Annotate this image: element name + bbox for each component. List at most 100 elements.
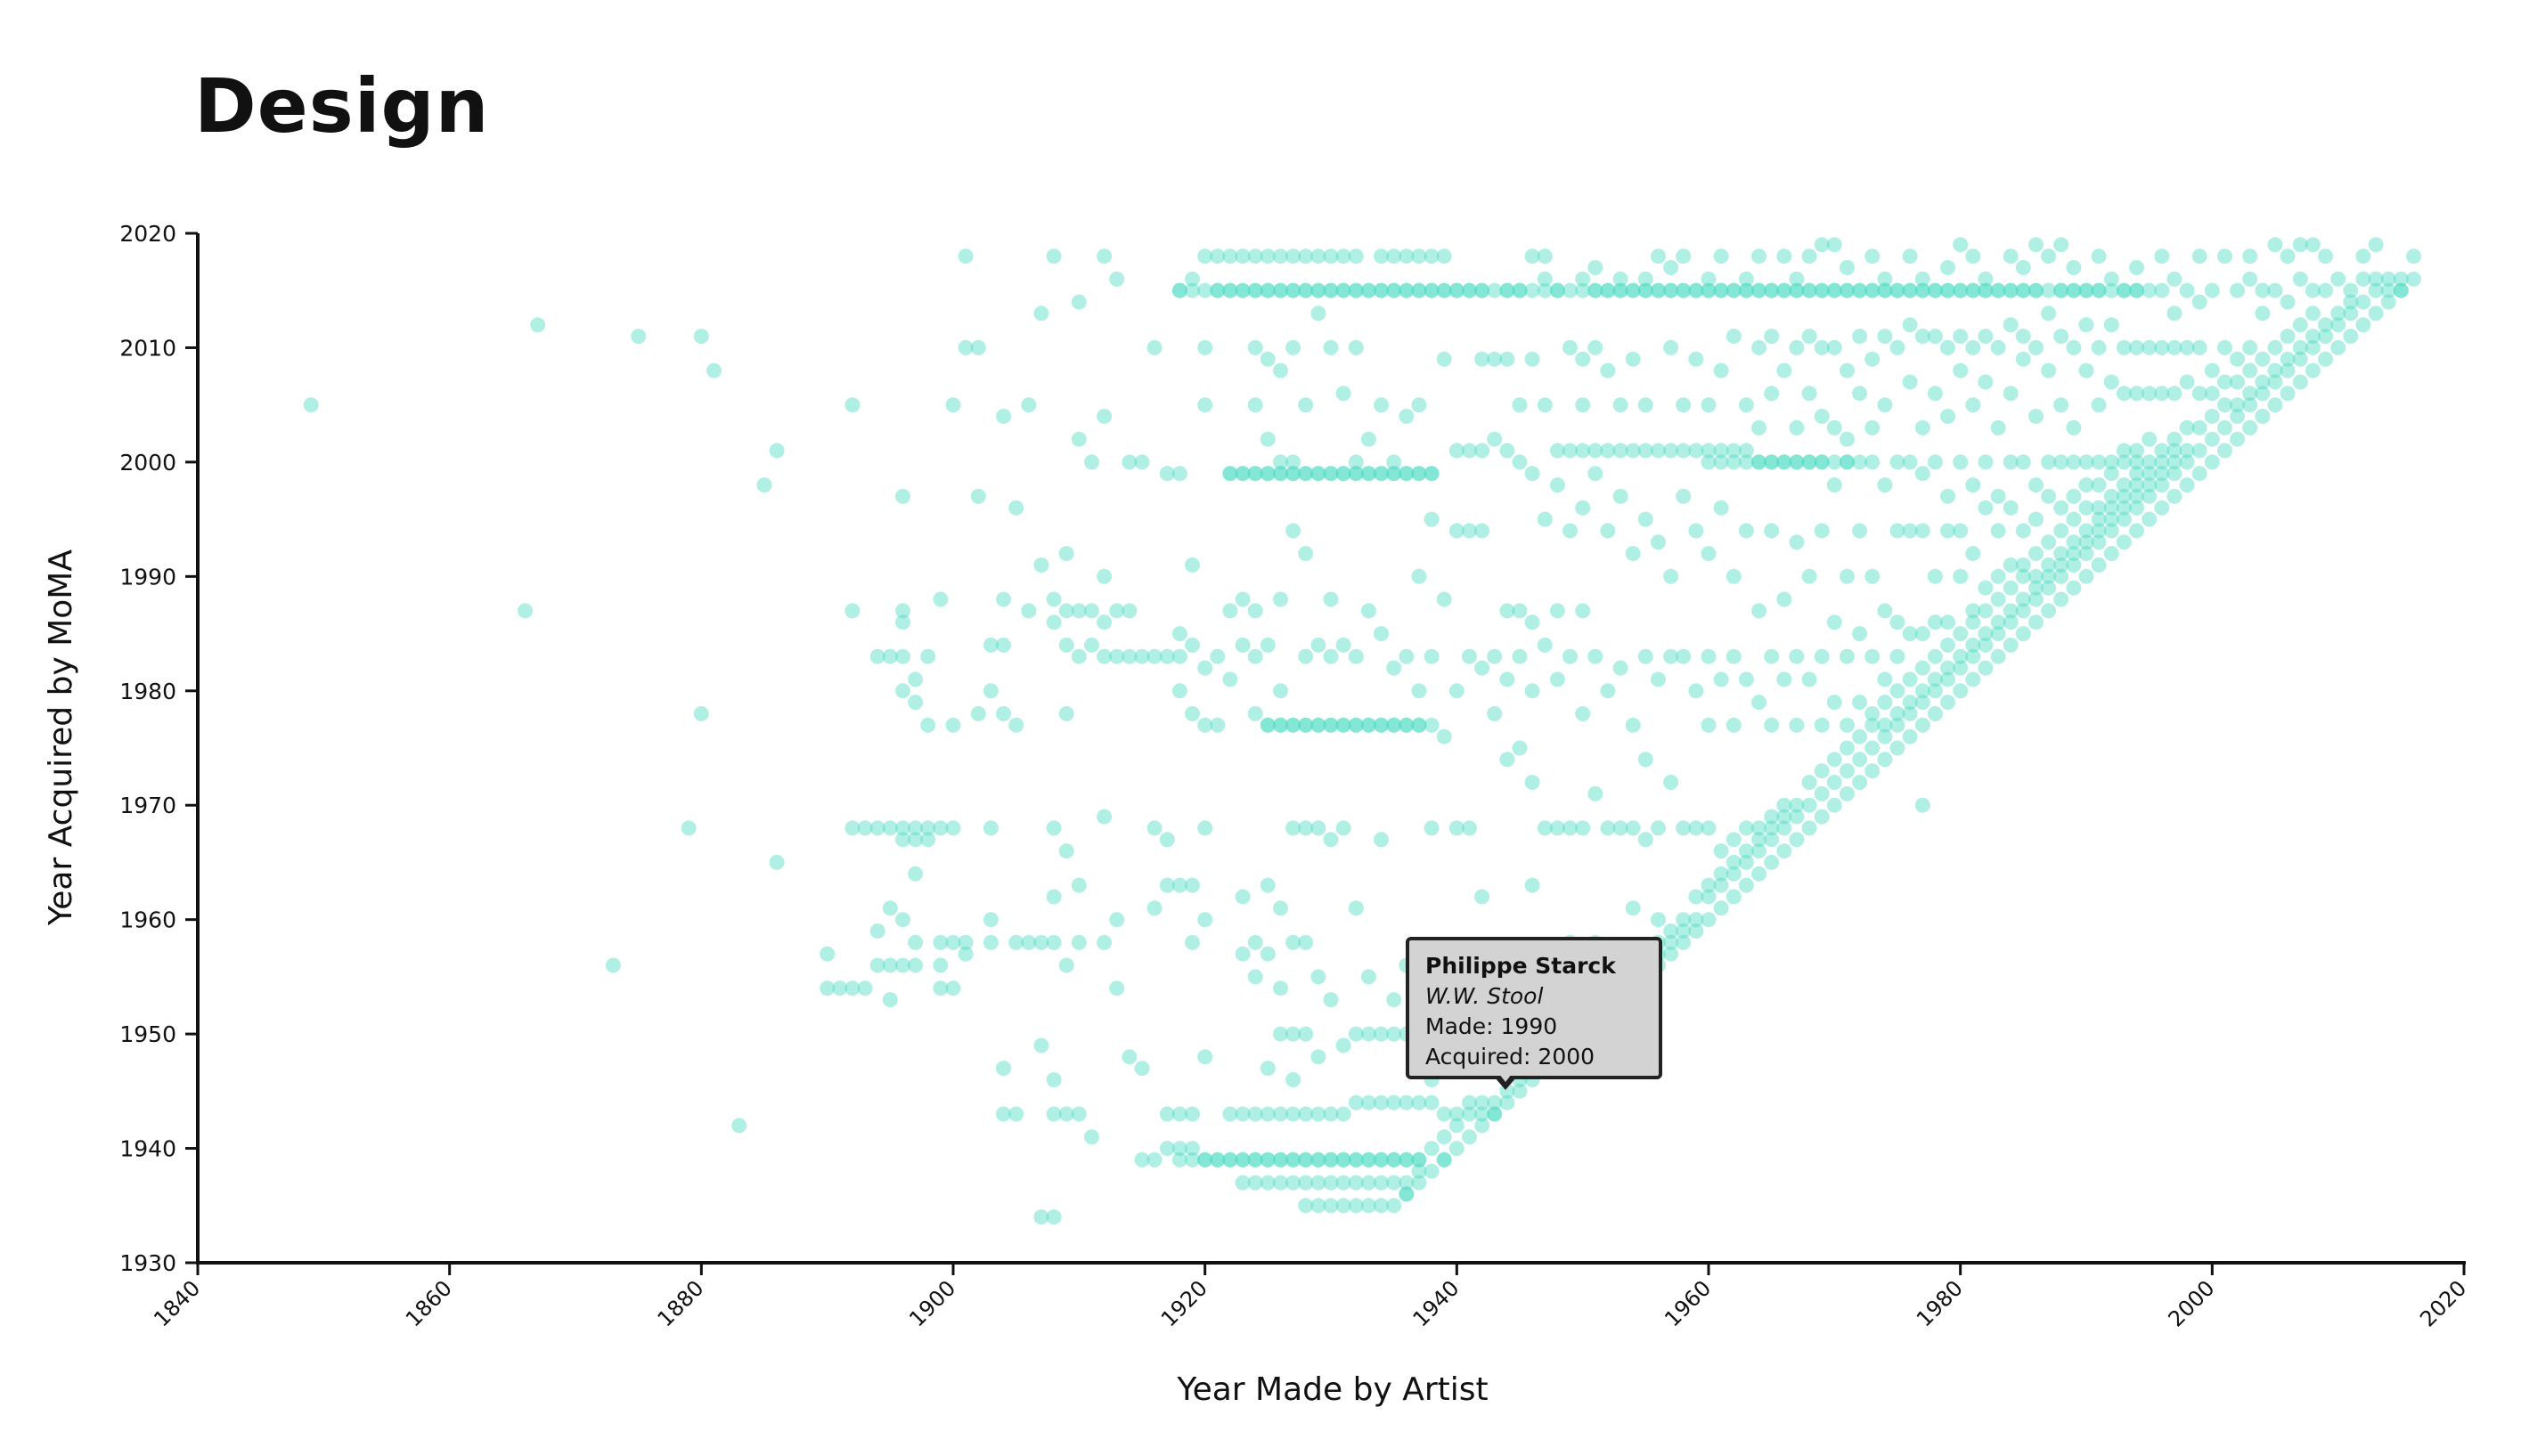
scatter-point[interactable] xyxy=(1864,568,1881,584)
scatter-point[interactable] xyxy=(1651,443,1666,459)
scatter-point[interactable] xyxy=(1374,1026,1389,1042)
scatter-point[interactable] xyxy=(1990,626,2006,642)
scatter-point[interactable] xyxy=(1738,454,1754,470)
scatter-point[interactable] xyxy=(2343,329,2359,345)
scatter-point[interactable] xyxy=(1285,934,1301,950)
scatter-point[interactable] xyxy=(2166,271,2182,287)
scatter-point[interactable] xyxy=(1474,351,1490,367)
scatter-point[interactable] xyxy=(958,934,974,950)
scatter-point[interactable] xyxy=(1789,419,1805,435)
scatter-point[interactable] xyxy=(1399,648,1415,664)
scatter-point[interactable] xyxy=(983,683,999,699)
scatter-point[interactable] xyxy=(882,820,898,836)
scatter-point[interactable] xyxy=(2003,282,2019,298)
scatter-point[interactable] xyxy=(1864,419,1881,435)
scatter-point[interactable] xyxy=(1374,626,1389,642)
scatter-point[interactable] xyxy=(1310,637,1326,653)
scatter-point[interactable] xyxy=(1335,466,1351,482)
scatter-point[interactable] xyxy=(1814,523,1830,539)
scatter-point[interactable] xyxy=(2217,248,2232,264)
scatter-point[interactable] xyxy=(1146,900,1163,916)
scatter-point[interactable] xyxy=(1210,1151,1226,1167)
scatter-point[interactable] xyxy=(1764,832,1780,848)
scatter-point[interactable] xyxy=(1701,282,1717,298)
scatter-point[interactable] xyxy=(2091,500,2107,516)
scatter-point[interactable] xyxy=(1058,603,1074,619)
scatter-point[interactable] xyxy=(1965,397,1981,413)
scatter-point[interactable] xyxy=(1298,546,1314,562)
scatter-point[interactable] xyxy=(2255,386,2271,402)
scatter-point[interactable] xyxy=(1978,282,1994,298)
scatter-point[interactable] xyxy=(882,648,898,664)
scatter-point[interactable] xyxy=(2242,271,2258,287)
scatter-point[interactable] xyxy=(1676,648,1692,664)
scatter-point[interactable] xyxy=(1348,1094,1364,1110)
scatter-point[interactable] xyxy=(1235,1151,1251,1167)
scatter-point[interactable] xyxy=(1965,477,1981,493)
scatter-point[interactable] xyxy=(1978,282,1994,298)
scatter-point[interactable] xyxy=(1411,466,1427,482)
scatter-point[interactable] xyxy=(2129,386,2144,402)
scatter-point[interactable] xyxy=(1360,1198,1376,1214)
scatter-point[interactable] xyxy=(1562,648,1578,664)
scatter-point[interactable] xyxy=(1575,443,1591,459)
scatter-point[interactable] xyxy=(1298,282,1314,298)
scatter-point[interactable] xyxy=(1260,282,1276,298)
scatter-point[interactable] xyxy=(1386,282,1402,298)
scatter-point[interactable] xyxy=(1751,248,1766,264)
scatter-point[interactable] xyxy=(869,957,885,973)
scatter-point[interactable] xyxy=(970,339,986,355)
scatter-point[interactable] xyxy=(1902,282,1918,298)
scatter-point[interactable] xyxy=(1298,820,1314,836)
scatter-point[interactable] xyxy=(1537,637,1553,653)
scatter-point[interactable] xyxy=(1360,1151,1376,1167)
scatter-point[interactable] xyxy=(1159,648,1175,664)
scatter-point[interactable] xyxy=(2116,488,2132,504)
scatter-point[interactable] xyxy=(2129,477,2144,493)
scatter-point[interactable] xyxy=(1247,1106,1263,1122)
scatter-point[interactable] xyxy=(1789,339,1805,355)
scatter-point[interactable] xyxy=(1411,282,1427,298)
scatter-point[interactable] xyxy=(1273,454,1288,470)
scatter-point[interactable] xyxy=(1776,820,1792,836)
scatter-point[interactable] xyxy=(1360,282,1376,298)
scatter-point[interactable] xyxy=(1058,546,1074,562)
scatter-point[interactable] xyxy=(2330,305,2346,321)
scatter-point[interactable] xyxy=(2116,534,2132,550)
scatter-point[interactable] xyxy=(1348,717,1364,733)
scatter-point[interactable] xyxy=(2129,523,2144,539)
scatter-point[interactable] xyxy=(1625,282,1641,298)
scatter-point[interactable] xyxy=(2015,454,2031,470)
scatter-point[interactable] xyxy=(1738,397,1754,413)
scatter-point[interactable] xyxy=(1285,282,1301,298)
scatter-point[interactable] xyxy=(1902,248,1918,264)
scatter-point[interactable] xyxy=(1965,648,1981,664)
scatter-point[interactable] xyxy=(1764,454,1780,470)
scatter-point[interactable] xyxy=(1877,671,1893,687)
scatter-point[interactable] xyxy=(1360,969,1376,985)
scatter-point[interactable] xyxy=(1487,431,1503,447)
scatter-point[interactable] xyxy=(2179,477,2195,493)
scatter-point[interactable] xyxy=(1701,397,1717,413)
scatter-point[interactable] xyxy=(1109,648,1125,664)
scatter-point[interactable] xyxy=(1978,637,1994,653)
scatter-point[interactable] xyxy=(1298,466,1314,482)
scatter-point[interactable] xyxy=(1197,660,1213,676)
scatter-point[interactable] xyxy=(1097,648,1113,664)
scatter-point[interactable] xyxy=(1927,648,1943,664)
scatter-point[interactable] xyxy=(2116,477,2132,493)
scatter-point[interactable] xyxy=(1663,339,1679,355)
scatter-point[interactable] xyxy=(1826,775,1842,790)
scatter-point[interactable] xyxy=(1235,282,1251,298)
scatter-point[interactable] xyxy=(1171,1151,1187,1167)
scatter-point[interactable] xyxy=(1562,820,1578,836)
scatter-point[interactable] xyxy=(1424,820,1440,836)
scatter-point[interactable] xyxy=(1424,511,1440,527)
scatter-point[interactable] xyxy=(1273,1151,1288,1167)
scatter-point[interactable] xyxy=(1411,1151,1427,1167)
scatter-point[interactable] xyxy=(1713,843,1729,859)
scatter-point[interactable] xyxy=(1448,282,1464,298)
scatter-point[interactable] xyxy=(832,980,848,996)
scatter-point[interactable] xyxy=(2116,454,2132,470)
scatter-point[interactable] xyxy=(2041,248,2057,264)
